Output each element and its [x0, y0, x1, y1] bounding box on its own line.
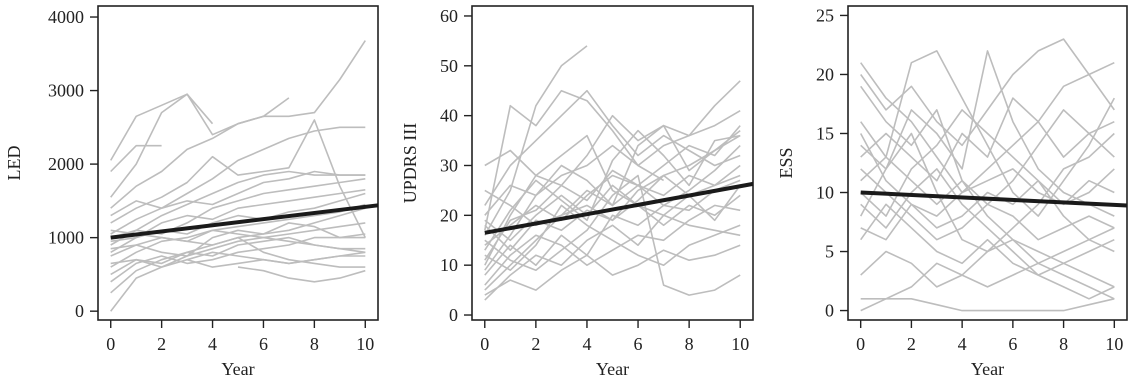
individual-line — [484, 244, 741, 296]
individual-line — [484, 145, 741, 261]
y-axis-label: UPDRS III — [400, 123, 420, 204]
y-axis-label: ESS — [776, 147, 796, 178]
individual-line — [860, 168, 1115, 241]
individual-line — [110, 170, 366, 235]
y-tick-label: 0 — [825, 301, 834, 321]
y-tick-label: 3000 — [48, 81, 84, 101]
individual-line — [110, 126, 366, 217]
y-tick-label: 25 — [816, 5, 834, 25]
individual-line — [110, 203, 366, 268]
y-tick-label: 0 — [75, 301, 84, 321]
x-tick-label: 4 — [958, 334, 967, 354]
individual-line — [860, 298, 1115, 312]
individual-line — [484, 80, 741, 266]
individual-line — [484, 174, 741, 251]
x-tick-label: 10 — [1105, 334, 1123, 354]
plot-frame — [471, 5, 754, 321]
individual-line — [110, 222, 366, 257]
individual-line — [484, 204, 741, 286]
x-tick-label: 4 — [208, 334, 217, 354]
x-tick-label: 2 — [907, 334, 916, 354]
individual-line — [484, 124, 741, 271]
x-tick-label: 6 — [634, 334, 643, 354]
y-tick-label: 15 — [816, 123, 834, 143]
x-tick-label: 6 — [1008, 334, 1017, 354]
individual-line — [237, 266, 366, 283]
individual-line — [860, 38, 1115, 147]
y-tick-label: 10 — [440, 255, 458, 275]
x-tick-label: 10 — [356, 334, 374, 354]
y-tick-label: 30 — [440, 155, 458, 175]
individual-line — [110, 93, 290, 198]
individual-line — [484, 129, 741, 251]
chart-panel-led: 0 2 4 6 8 10 0 1000 2000 3000 4000 Year LED — [4, 5, 379, 379]
trend-line — [484, 181, 754, 235]
individual-line — [484, 89, 665, 231]
individual-line — [484, 134, 741, 237]
individual-line — [860, 85, 1115, 206]
individual-line — [110, 189, 366, 243]
individual-line — [110, 233, 366, 283]
x-tick-label: 0 — [480, 334, 489, 354]
individual-line — [860, 250, 1115, 300]
x-axis-label: Year — [596, 359, 629, 379]
individual-line — [484, 174, 741, 296]
trend-line — [110, 203, 379, 240]
y-tick-label: 1000 — [48, 228, 84, 248]
x-axis-label: Year — [971, 359, 1004, 379]
x-tick-label: 4 — [582, 334, 591, 354]
individual-line — [860, 61, 1115, 194]
individual-line — [110, 93, 214, 161]
individual-line — [860, 156, 1115, 265]
individual-line — [186, 255, 366, 268]
individual-line — [860, 50, 1116, 217]
x-tick-label: 0 — [856, 334, 865, 354]
y-tick-label: 2000 — [48, 154, 84, 174]
x-tick-label: 10 — [731, 334, 749, 354]
chart-panel-updrs-iii: 0 2 4 6 8 10 0 10 20 30 40 50 60 Year UPDRS III — [400, 5, 754, 379]
individual-line — [484, 89, 741, 206]
individual-line — [860, 203, 1115, 300]
trend-line — [860, 190, 1128, 208]
plot-frame — [847, 5, 1128, 321]
individual-line — [110, 119, 367, 238]
individual-line — [484, 125, 741, 246]
y-axis-label: LED — [4, 146, 24, 181]
y-tick-label: 5 — [825, 242, 834, 262]
y-tick-label: 4000 — [48, 7, 84, 27]
individual-line — [110, 170, 366, 246]
x-tick-label: 8 — [1059, 334, 1068, 354]
individual-line — [110, 222, 366, 312]
individual-line — [110, 229, 366, 254]
x-tick-label: 6 — [259, 334, 268, 354]
individual-line — [860, 168, 1115, 288]
plot-frame — [97, 5, 379, 321]
y-tick-label: 20 — [440, 205, 458, 225]
y-tick-label: 40 — [440, 106, 458, 126]
individual-line — [484, 45, 588, 236]
x-tick-label: 2 — [531, 334, 540, 354]
individual-line — [110, 144, 162, 173]
individual-line — [110, 236, 366, 268]
x-tick-label: 8 — [310, 334, 319, 354]
y-tick-label: 10 — [816, 183, 834, 203]
x-tick-label: 8 — [685, 334, 694, 354]
x-tick-label: 2 — [157, 334, 166, 354]
individual-line — [860, 227, 1115, 312]
individual-line — [484, 204, 741, 271]
individual-line — [484, 110, 741, 216]
chart-panel-ess: 0 2 4 6 8 10 0 5 10 15 20 25 Year ESS — [776, 5, 1128, 379]
x-axis-label: Year — [221, 359, 254, 379]
individual-line — [860, 97, 1115, 182]
y-tick-label: 60 — [440, 6, 458, 26]
y-tick-label: 50 — [440, 56, 458, 76]
y-tick-label: 20 — [816, 64, 834, 84]
individual-line — [860, 109, 1115, 217]
x-tick-label: 0 — [106, 334, 115, 354]
y-tick-label: 0 — [449, 305, 458, 325]
